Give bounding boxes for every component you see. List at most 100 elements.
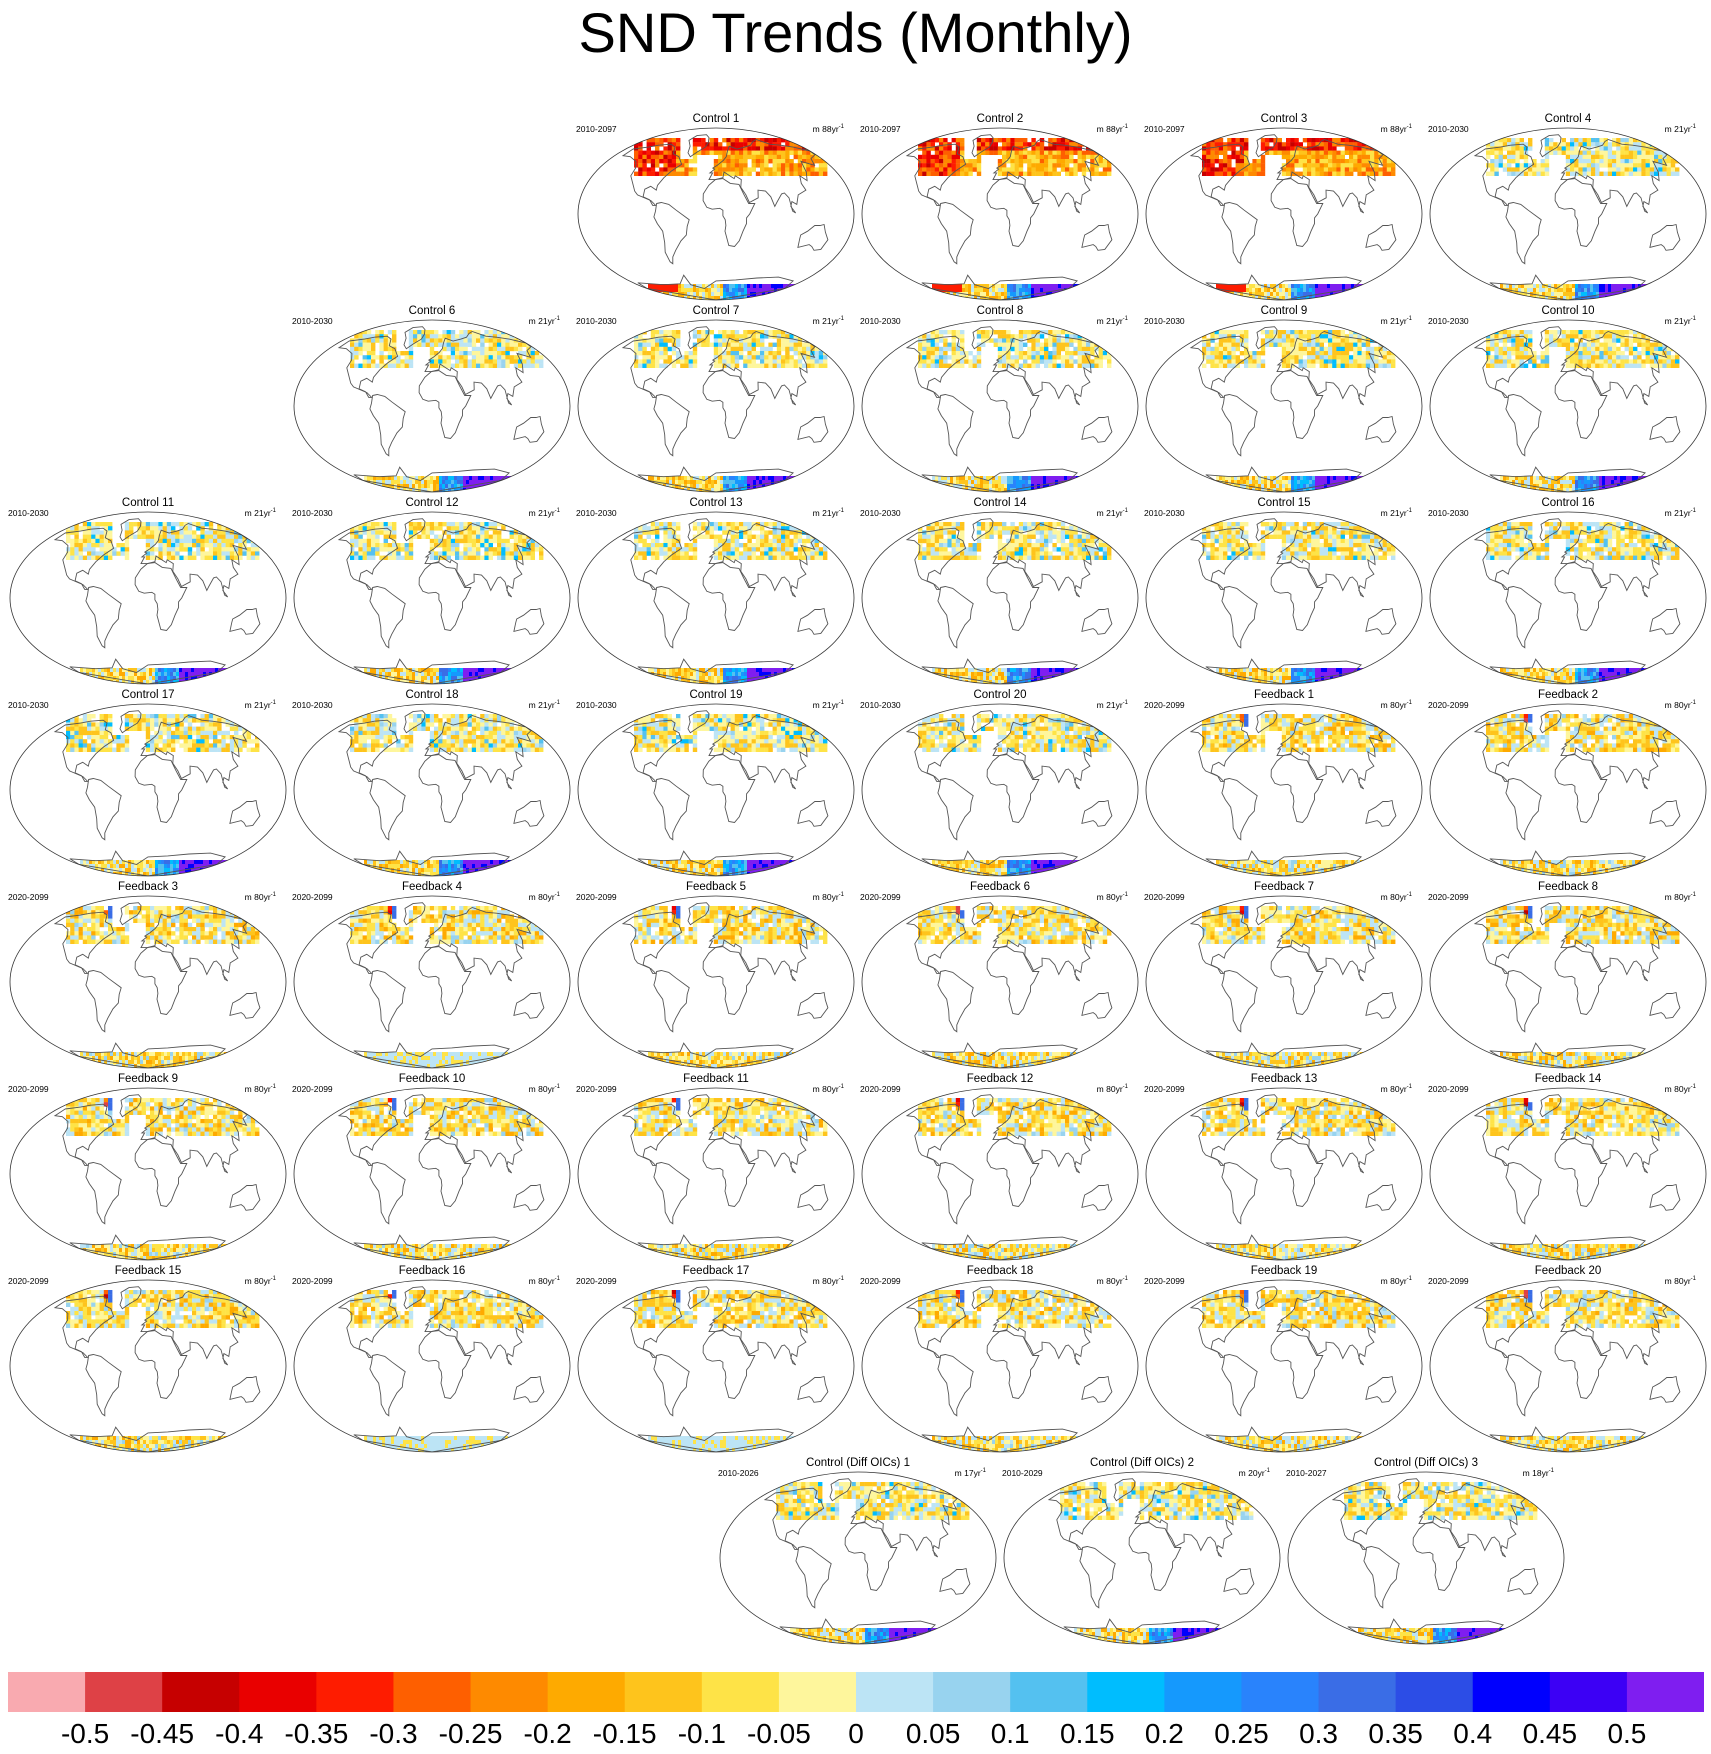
field-cell [1382,355,1387,360]
field-cell [476,346,481,352]
field-cell [434,351,439,356]
field-cell [1595,146,1600,151]
field-cell [1086,363,1091,368]
field-cell [476,334,481,339]
field-cell [1629,288,1633,293]
field-cell [777,480,781,485]
field-cell [1001,296,1005,300]
field-cell [484,363,489,368]
field-cell [1206,167,1211,172]
field-cell [650,142,656,147]
field-cell [693,484,697,489]
field-cell [797,138,803,143]
field-cell [366,330,372,335]
field-cell [518,338,523,343]
field-cell [1256,363,1261,368]
field-cell [1542,476,1546,481]
field-cell [998,480,1002,485]
field-cell [478,488,482,492]
field-cell [392,338,397,343]
field-cell [934,338,940,343]
field-cell [1361,146,1366,151]
field-cell [1620,342,1625,347]
figure-title: SND Trends (Monthly) [0,2,1711,64]
field-cell [1574,351,1579,356]
field-cell [1498,330,1503,335]
field-cell [1509,476,1513,481]
field-cell [672,484,676,489]
field-cell [1391,150,1396,155]
field-cell [739,334,744,339]
field-cell [755,171,761,176]
field-cell [722,342,727,347]
field-cell [1509,488,1513,492]
field-cell [1319,150,1324,155]
field-cell [1336,163,1341,168]
field-cell [743,154,748,160]
field-cell [1620,163,1625,168]
field-cell [714,484,718,489]
map-border [861,319,1139,493]
field-cell [650,138,656,143]
field-cell [371,346,376,352]
field-cell [1094,330,1099,335]
field-cell [669,480,673,485]
coastline [986,178,1040,247]
field-cell [642,171,647,176]
field-cell [939,346,944,352]
field-cell [1570,334,1575,339]
field-cell [729,480,733,485]
field-cell [1035,359,1040,364]
field-cell [1286,355,1291,360]
field-cell [1607,346,1613,352]
field-cell [765,288,769,293]
field-cell [965,296,969,300]
field-cell [655,146,660,151]
field-cell [1348,284,1352,289]
field-cell [1382,138,1387,143]
field-cell [497,355,502,360]
field-cell [1218,346,1224,352]
field-cell [1670,142,1676,147]
field-cell [1048,154,1053,160]
field-cell [371,334,376,339]
field-cell [501,342,506,347]
field-cell [1391,163,1396,168]
field-cell [1311,334,1316,339]
field-cell [941,476,945,481]
coastline [708,331,816,406]
field-cell [1302,154,1308,160]
field-cell [1023,342,1028,347]
field-cell [1056,138,1061,143]
field-cell [705,292,709,297]
field-cell [1494,154,1499,160]
field-cell [1527,480,1531,485]
field-cell [1303,296,1307,300]
map-panel: Control 1 2010-2097 m 88yr-1 [576,112,856,302]
field-cell [1014,355,1019,360]
field-cell [1378,330,1383,335]
field-cell [1239,351,1245,356]
field-cell [1260,146,1266,151]
field-cell [1361,351,1366,356]
field-cell [1069,334,1074,339]
field-cell [713,159,719,164]
field-cell [1370,146,1375,151]
field-cell [1035,154,1040,160]
field-cell [1018,142,1024,147]
field-cell [823,330,828,335]
field-cell [701,142,706,147]
panel-unit: m 21yr-1 [529,314,560,327]
field-cell [634,163,639,168]
coastline [1365,223,1397,251]
field-cell [701,150,706,155]
field-cell [939,171,944,176]
field-cell [638,159,643,164]
field-cell [1013,292,1017,297]
field-cell [1307,330,1312,335]
field-cell [1067,484,1071,489]
field-cell [1528,359,1533,364]
field-cell [1056,154,1061,160]
field-cell [1302,159,1308,164]
field-cell [454,484,458,489]
